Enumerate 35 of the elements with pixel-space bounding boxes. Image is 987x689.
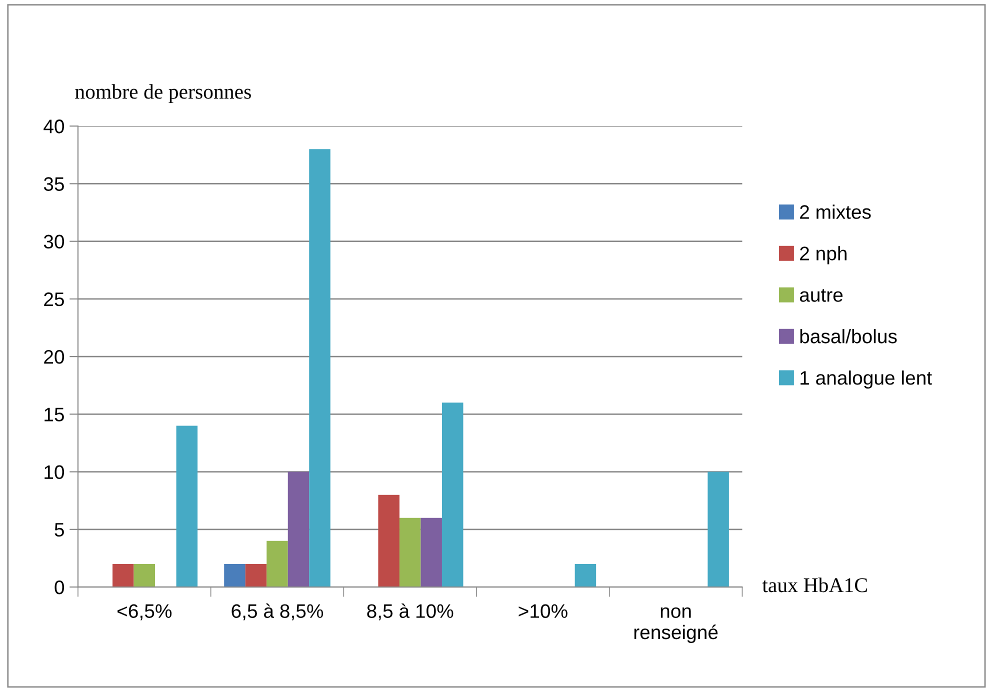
y-axis-title: nombre de personnes bbox=[75, 84, 251, 104]
bar bbox=[266, 540, 288, 588]
bar bbox=[309, 149, 330, 588]
bar bbox=[134, 564, 156, 588]
legend-label: 2 mixtes bbox=[800, 204, 871, 219]
x-tick-label: 6,5 à 8,5% bbox=[232, 603, 324, 620]
bar bbox=[574, 564, 596, 588]
y-tick-label: 10 bbox=[44, 465, 64, 480]
legend-label: autre bbox=[800, 289, 843, 302]
bar bbox=[112, 564, 134, 588]
bar bbox=[288, 472, 310, 588]
legend-label: 2 nph bbox=[800, 246, 846, 264]
x-tick-label: >10% bbox=[518, 604, 568, 618]
x-tick-label: <6,5% bbox=[118, 604, 172, 620]
bar bbox=[442, 402, 464, 588]
y-tick-label: 0 bbox=[54, 580, 64, 594]
bar bbox=[378, 494, 400, 588]
bar bbox=[224, 564, 246, 588]
x-axis-title: taux HbA1C bbox=[762, 578, 867, 592]
y-tick-label: 25 bbox=[44, 292, 64, 306]
y-tick-label: 40 bbox=[44, 120, 64, 134]
y-tick-label: 35 bbox=[44, 177, 64, 191]
x-tick-label: non renseigné bbox=[634, 607, 718, 644]
y-tick-label: 20 bbox=[44, 350, 64, 364]
y-tick-label: 30 bbox=[44, 234, 64, 249]
bar bbox=[245, 564, 267, 588]
bar bbox=[420, 518, 442, 588]
x-tick-label: 8,5 à 10% bbox=[367, 603, 454, 620]
y-tick-label: 5 bbox=[54, 523, 64, 537]
bar bbox=[399, 518, 421, 588]
legend-label: basal/bolus bbox=[800, 329, 897, 344]
y-tick-label: 15 bbox=[44, 408, 64, 422]
legend-label: 1 analogue lent bbox=[800, 370, 932, 389]
bar bbox=[176, 426, 198, 588]
bar bbox=[708, 472, 729, 588]
